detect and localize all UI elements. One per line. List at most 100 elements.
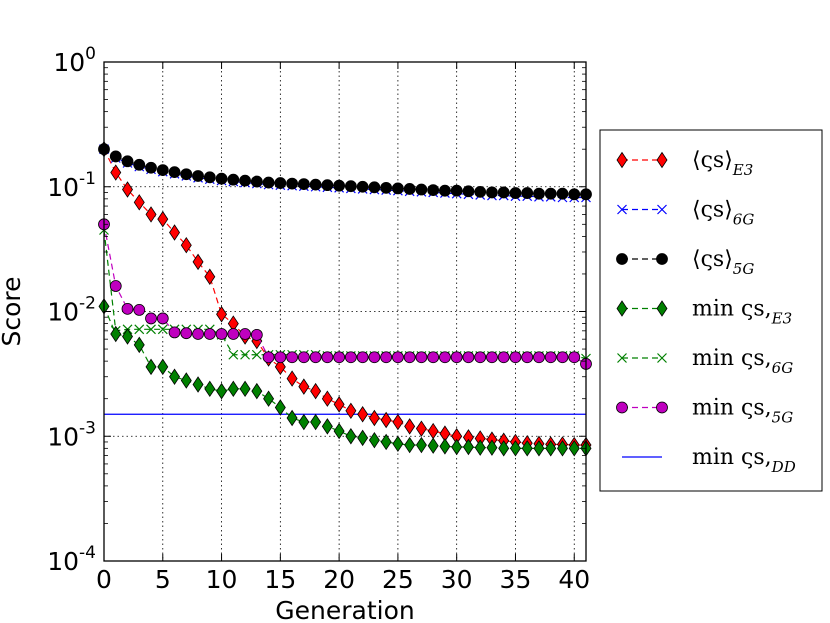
legend-marker bbox=[656, 300, 668, 317]
legend-marker bbox=[657, 353, 667, 363]
y-tick-exponent: 0 bbox=[85, 44, 96, 64]
data-point bbox=[451, 438, 463, 456]
data-point bbox=[392, 351, 404, 364]
legend-item: ⟨ςs⟩6G bbox=[617, 198, 754, 229]
data-point bbox=[474, 351, 487, 364]
legend-label: min ςs,DD bbox=[692, 445, 796, 476]
x-tick-label: 40 bbox=[558, 565, 590, 594]
legend-item: min ςs,5G bbox=[616, 396, 793, 427]
x-tick-label: 5 bbox=[155, 565, 171, 594]
data-point bbox=[521, 351, 534, 364]
data-point bbox=[415, 351, 428, 364]
y-tick-label: 10-2 bbox=[47, 294, 96, 327]
legend-marker bbox=[616, 401, 628, 414]
data-point bbox=[568, 351, 581, 364]
data-point bbox=[321, 418, 333, 435]
data-point bbox=[474, 185, 487, 198]
data-point bbox=[180, 372, 192, 389]
data-point bbox=[146, 324, 156, 335]
data-point bbox=[169, 224, 181, 241]
plot-series bbox=[98, 140, 592, 457]
data-point bbox=[145, 312, 157, 325]
data-point bbox=[310, 382, 322, 400]
data-point bbox=[498, 440, 510, 457]
data-point bbox=[227, 328, 240, 340]
data-point bbox=[333, 422, 345, 440]
data-point bbox=[180, 236, 192, 254]
x-tick-label: 30 bbox=[441, 565, 473, 594]
data-point bbox=[509, 440, 521, 457]
data-point bbox=[109, 150, 122, 163]
legend-label: ⟨ςs⟩6G bbox=[692, 198, 754, 229]
data-point bbox=[227, 173, 240, 186]
data-point bbox=[239, 174, 251, 187]
data-point bbox=[533, 440, 545, 457]
data-point bbox=[168, 326, 181, 339]
data-point bbox=[109, 280, 122, 292]
legend-item: min ςs,E3 bbox=[616, 297, 792, 328]
data-point bbox=[439, 351, 451, 364]
data-point bbox=[262, 176, 275, 189]
data-point bbox=[380, 433, 392, 451]
x-tick-label: 10 bbox=[206, 565, 238, 594]
data-point bbox=[110, 164, 122, 181]
data-point bbox=[404, 436, 416, 454]
series-line bbox=[103, 224, 587, 365]
grid-lines bbox=[103, 61, 586, 562]
data-point bbox=[509, 187, 522, 199]
data-point bbox=[298, 413, 310, 431]
data-point bbox=[344, 351, 357, 364]
legend-label: min ςs,6G bbox=[692, 346, 793, 377]
y-tick-base: 10 bbox=[47, 422, 79, 451]
data-point bbox=[250, 328, 263, 341]
data-point bbox=[286, 409, 298, 427]
legend-marker bbox=[617, 353, 627, 363]
x-tick-label: 25 bbox=[382, 565, 414, 594]
legend-marker bbox=[616, 253, 628, 265]
data-point bbox=[274, 351, 287, 364]
y-tick-base: 10 bbox=[53, 48, 85, 77]
data-point bbox=[345, 402, 357, 420]
series-6g-4 bbox=[99, 225, 591, 364]
series-5g-2 bbox=[98, 143, 592, 201]
data-point bbox=[204, 268, 216, 285]
y-tick-label: 10-1 bbox=[47, 169, 96, 202]
data-point bbox=[544, 351, 557, 364]
y-tick-exponent: -1 bbox=[79, 169, 96, 189]
data-point bbox=[286, 177, 298, 190]
data-point bbox=[263, 390, 275, 407]
data-point bbox=[392, 182, 404, 195]
data-point bbox=[556, 187, 569, 200]
data-point bbox=[156, 164, 169, 176]
data-point bbox=[474, 439, 486, 456]
x-tick-label: 35 bbox=[500, 565, 532, 594]
data-point bbox=[333, 179, 346, 192]
legend-marker bbox=[656, 253, 668, 265]
data-point bbox=[368, 351, 381, 364]
data-point bbox=[227, 380, 239, 398]
data-point bbox=[274, 399, 286, 416]
y-tick-label: 10-4 bbox=[47, 543, 96, 576]
data-point bbox=[521, 187, 534, 199]
data-point bbox=[216, 306, 228, 323]
data-point bbox=[321, 390, 333, 407]
data-point bbox=[215, 172, 228, 185]
data-point bbox=[121, 302, 134, 315]
data-point bbox=[133, 303, 146, 316]
data-point bbox=[380, 181, 393, 194]
data-point bbox=[345, 428, 357, 445]
y-tick-exponent: -2 bbox=[79, 294, 96, 314]
data-point bbox=[380, 351, 393, 364]
data-point bbox=[239, 328, 251, 340]
data-point bbox=[427, 351, 440, 364]
data-point bbox=[157, 324, 168, 335]
data-point bbox=[415, 183, 428, 196]
data-point bbox=[357, 429, 369, 447]
data-point bbox=[344, 180, 357, 193]
y-tick-base: 10 bbox=[47, 547, 79, 576]
y-axis-label: Score bbox=[0, 276, 26, 346]
data-point bbox=[133, 194, 145, 211]
data-point bbox=[357, 406, 369, 423]
data-point bbox=[134, 324, 145, 335]
